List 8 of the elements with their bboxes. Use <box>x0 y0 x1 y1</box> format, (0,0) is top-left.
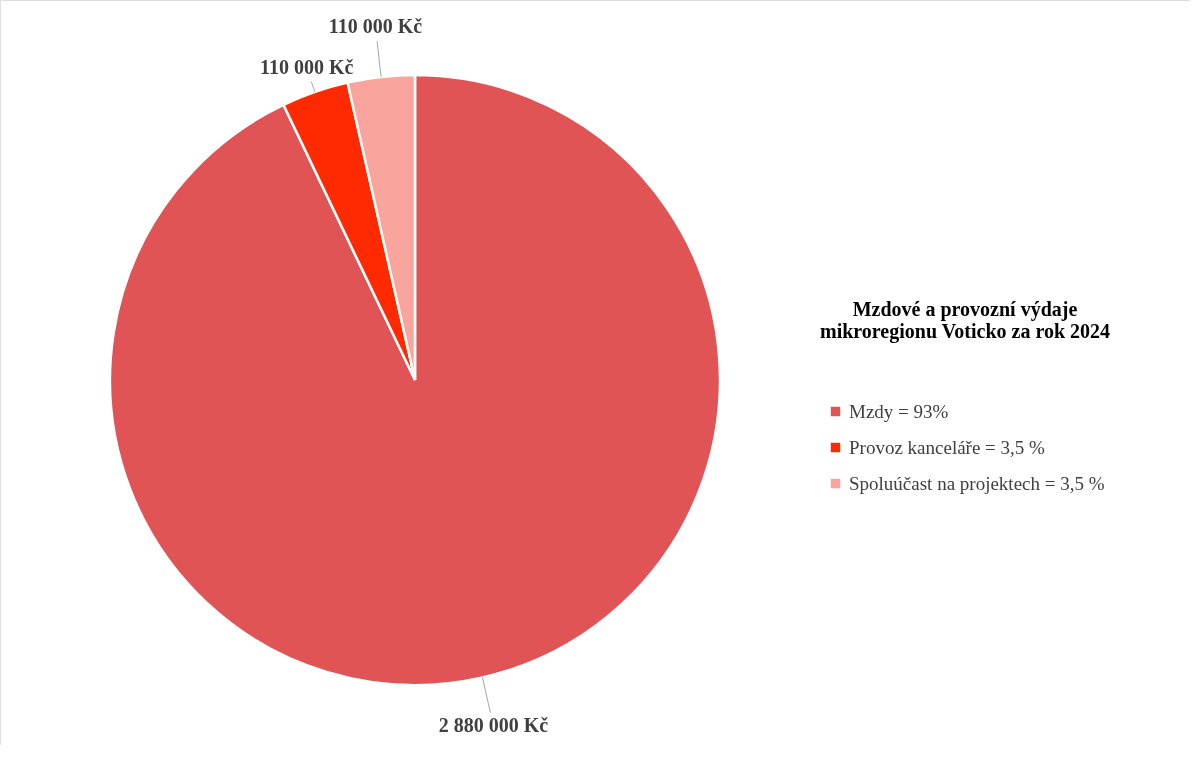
data-label: 110 000 Kč <box>328 15 423 38</box>
legend-title: Mzdové a provozní výdaje mikroregionu Voticko za rok 2024 <box>819 298 1111 343</box>
data-label: 110 000 Kč <box>260 56 354 79</box>
data-label: 2 880 000 Kč <box>438 714 549 737</box>
pie-slice <box>109 73 722 687</box>
legend-label: Provoz kanceláře = 3,5 % <box>849 436 1046 458</box>
legend-label: Spoluúčast na projektech = 3,5 % <box>849 472 1105 494</box>
legend-label: Mzdy = 93% <box>849 400 949 422</box>
